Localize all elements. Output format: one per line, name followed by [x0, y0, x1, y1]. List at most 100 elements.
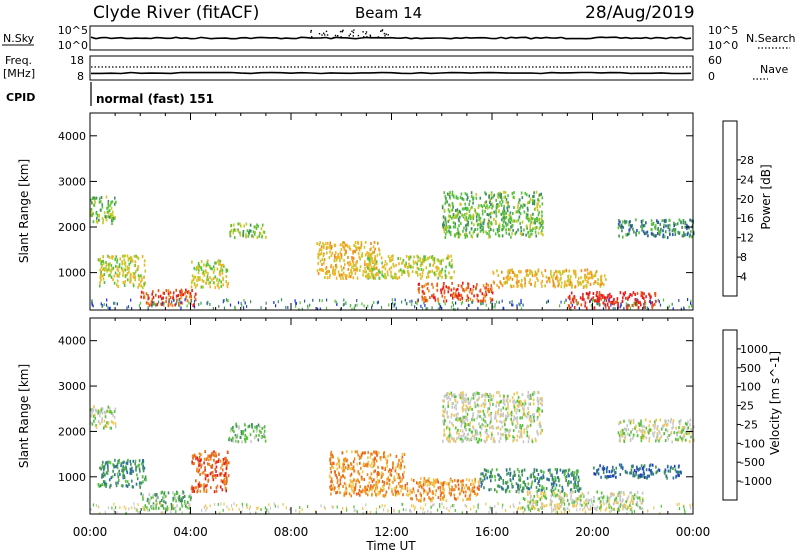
range-cell — [329, 250, 331, 254]
range-cell — [619, 473, 622, 476]
range-cell — [445, 256, 448, 260]
range-cell — [351, 271, 353, 275]
range-cell — [490, 431, 493, 435]
range-cell — [358, 472, 361, 476]
range-cell — [644, 300, 646, 304]
range-cell — [443, 289, 446, 293]
range-cell — [449, 432, 451, 436]
range-cell — [508, 269, 511, 273]
range-cell — [508, 429, 511, 433]
range-cell — [128, 270, 130, 274]
range-cell — [498, 478, 500, 482]
range-cell — [486, 432, 488, 436]
range-cell — [389, 259, 391, 263]
range-cell — [622, 235, 624, 239]
range-cell — [464, 436, 466, 440]
range-cell — [531, 229, 533, 232]
range-cell — [462, 403, 465, 407]
range-cell — [457, 217, 460, 221]
range-cell — [638, 496, 641, 500]
range-cell — [359, 490, 362, 494]
range-cell — [447, 415, 450, 419]
range-cell — [228, 461, 230, 465]
range-cell — [335, 256, 338, 260]
range-cell — [437, 276, 439, 280]
range-cell — [517, 487, 519, 491]
beam-title: Beam 14 — [355, 4, 422, 22]
range-cell — [631, 224, 633, 227]
range-cell — [531, 502, 534, 506]
range-cell — [516, 416, 519, 420]
range-cell — [455, 497, 457, 501]
range-cell — [451, 281, 453, 285]
range-cell — [112, 469, 114, 473]
range-cell — [658, 232, 661, 236]
range-cell — [380, 488, 382, 492]
range-cell — [377, 490, 380, 494]
range-cell — [416, 302, 418, 306]
range-cell — [468, 487, 471, 491]
range-cell — [491, 211, 493, 215]
range-cell — [584, 268, 586, 272]
range-cell — [361, 302, 363, 306]
range-cell — [122, 476, 125, 480]
range-cell — [255, 227, 258, 230]
range-cell — [557, 270, 559, 274]
range-cell — [482, 227, 484, 231]
range-cell — [503, 209, 506, 213]
range-cell — [523, 481, 525, 485]
range-cell — [239, 222, 241, 226]
range-cell — [225, 471, 227, 475]
range-cell — [426, 492, 429, 496]
range-cell — [210, 457, 212, 461]
range-cell — [529, 475, 532, 479]
range-cell — [341, 243, 343, 247]
range-cell — [442, 481, 445, 485]
range-cell — [571, 490, 573, 494]
range-cell — [675, 475, 677, 479]
range-cell — [534, 500, 537, 504]
range-cell — [651, 301, 653, 305]
range-cell — [572, 504, 574, 508]
range-cell — [603, 298, 605, 302]
range-cell — [490, 474, 493, 478]
range-cell — [523, 276, 526, 280]
range-cell — [544, 284, 546, 288]
range-cell — [355, 483, 357, 487]
range-cell — [650, 219, 653, 223]
range-cell — [465, 216, 467, 219]
range-cell — [449, 204, 451, 208]
range-cell — [365, 270, 367, 274]
range-cell — [570, 281, 573, 285]
range-cell — [643, 296, 645, 300]
range-cell — [331, 455, 334, 459]
range-cell — [101, 417, 103, 421]
range-cell — [521, 393, 524, 396]
range-cell — [101, 407, 104, 411]
range-cell — [589, 282, 592, 286]
range-cell — [649, 299, 651, 303]
range-cell — [517, 203, 519, 207]
range-cell — [295, 302, 297, 306]
range-cell — [527, 500, 529, 504]
range-cell — [376, 475, 378, 479]
range-cell — [546, 280, 548, 284]
range-cell — [678, 232, 680, 235]
range-cell — [145, 292, 148, 296]
range-cell — [165, 508, 167, 512]
range-cell — [191, 260, 193, 264]
range-cell — [537, 279, 539, 282]
range-cell — [199, 265, 201, 269]
range-cell — [597, 467, 600, 471]
range-cell — [589, 271, 591, 275]
range-cell — [498, 229, 501, 232]
nsearch-dot — [332, 36, 335, 39]
range-cell — [496, 391, 498, 395]
range-cell — [242, 233, 245, 237]
range-cell — [670, 465, 672, 469]
range-cell — [412, 479, 415, 482]
range-cell — [677, 465, 680, 469]
range-cell — [477, 307, 479, 310]
range-cell — [451, 293, 454, 297]
range-cell — [444, 216, 447, 220]
